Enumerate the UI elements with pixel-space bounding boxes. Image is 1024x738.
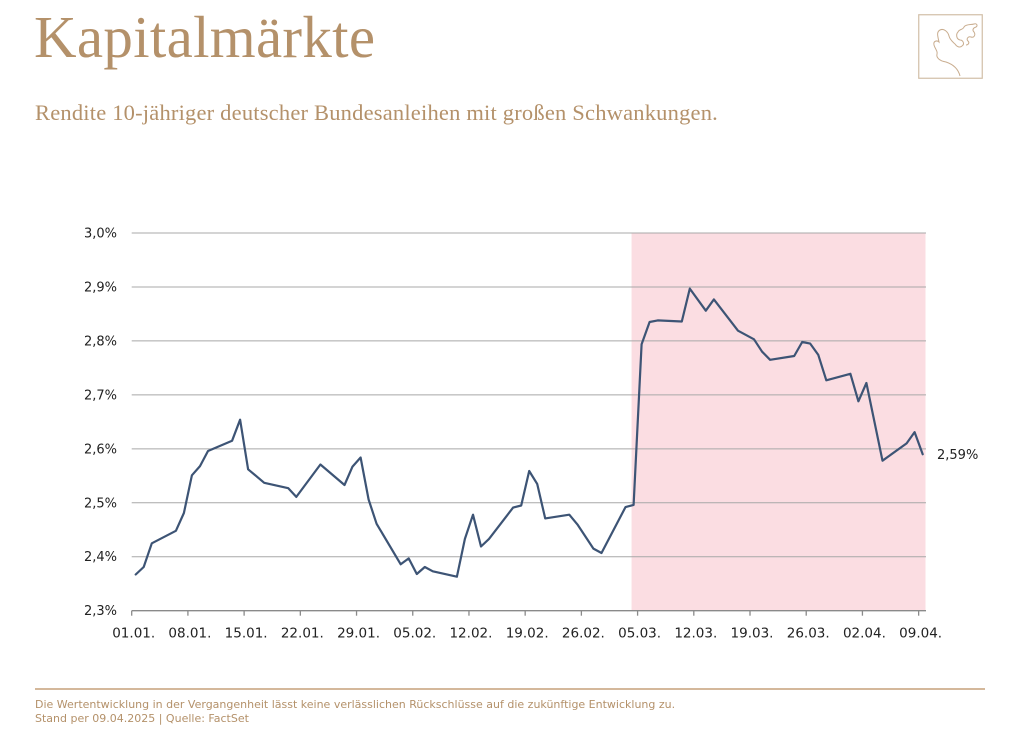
y-tick-label: 2,6% (84, 442, 117, 457)
x-tick-label: 26.02. (562, 626, 605, 642)
x-tick-label: 29.01. (337, 626, 380, 642)
page-subtitle: Rendite 10-jähriger deutscher Bundesanle… (35, 100, 718, 125)
disclaimer-text: Die Wertentwicklung in der Vergangenheit… (35, 698, 676, 711)
series-layer (134, 287, 924, 578)
x-tick-label: 26.03. (787, 626, 830, 642)
y-tick-label: 2,5% (84, 496, 117, 511)
y-tick-label: 3,0% (84, 227, 117, 242)
footer: Die Wertentwicklung in der Vergangenheit… (35, 698, 675, 726)
y-axis-tick-labels: 2,3% 2,4% 2,5% 2,6% 2,7% 2,8% 2,9% 3,0% (84, 227, 117, 620)
x-tick-label: 19.03. (731, 626, 774, 642)
x-tick-label: 05.03. (618, 626, 661, 642)
x-tick-label: 02.04. (843, 626, 886, 642)
x-tick-label: 19.02. (506, 626, 549, 642)
y-tick-label: 2,8% (84, 334, 117, 349)
shaded-region-layer (631, 233, 926, 611)
x-tick-label: 15.01. (225, 626, 268, 642)
y-tick-label: 2,3% (84, 604, 117, 619)
shaded-region (631, 233, 926, 611)
page-title: Kapitalmärkte (34, 4, 376, 70)
x-axis: 01.01. 08.01. 15.01. 22.01. 29.01. 05.02. 12.0… (112, 610, 942, 642)
oak-leaf-outline (933, 23, 978, 77)
x-tick-label: 01.01. (112, 626, 155, 642)
footer-divider (35, 688, 985, 690)
y-tick-label: 2,4% (84, 550, 117, 565)
end-value-label: 2,59% (937, 448, 978, 463)
yield-series-line (134, 287, 924, 578)
logo-frame (918, 14, 983, 79)
x-tick-label: 09.04. (899, 626, 942, 642)
gridlines (131, 232, 926, 558)
yield-line-chart: 2,3%2,4%2,5%2,6%2,7%2,8%2,9%3,0% 01.01. 0… (84, 227, 978, 642)
x-tick-label: 12.03. (674, 626, 717, 642)
y-tick-label: 2,9% (84, 280, 117, 295)
source-text: Stand per 09.04.2025 | Quelle: FactSet (35, 712, 249, 725)
x-tick-label: 05.02. (393, 626, 436, 642)
logo-svg (918, 14, 983, 79)
x-tick-label: 22.01. (281, 626, 324, 642)
oak-leaf-icon (918, 14, 983, 79)
x-tick-label: 08.01. (168, 626, 211, 642)
y-tick-label: 2,7% (84, 388, 117, 403)
x-tick-label: 12.02. (449, 626, 492, 642)
